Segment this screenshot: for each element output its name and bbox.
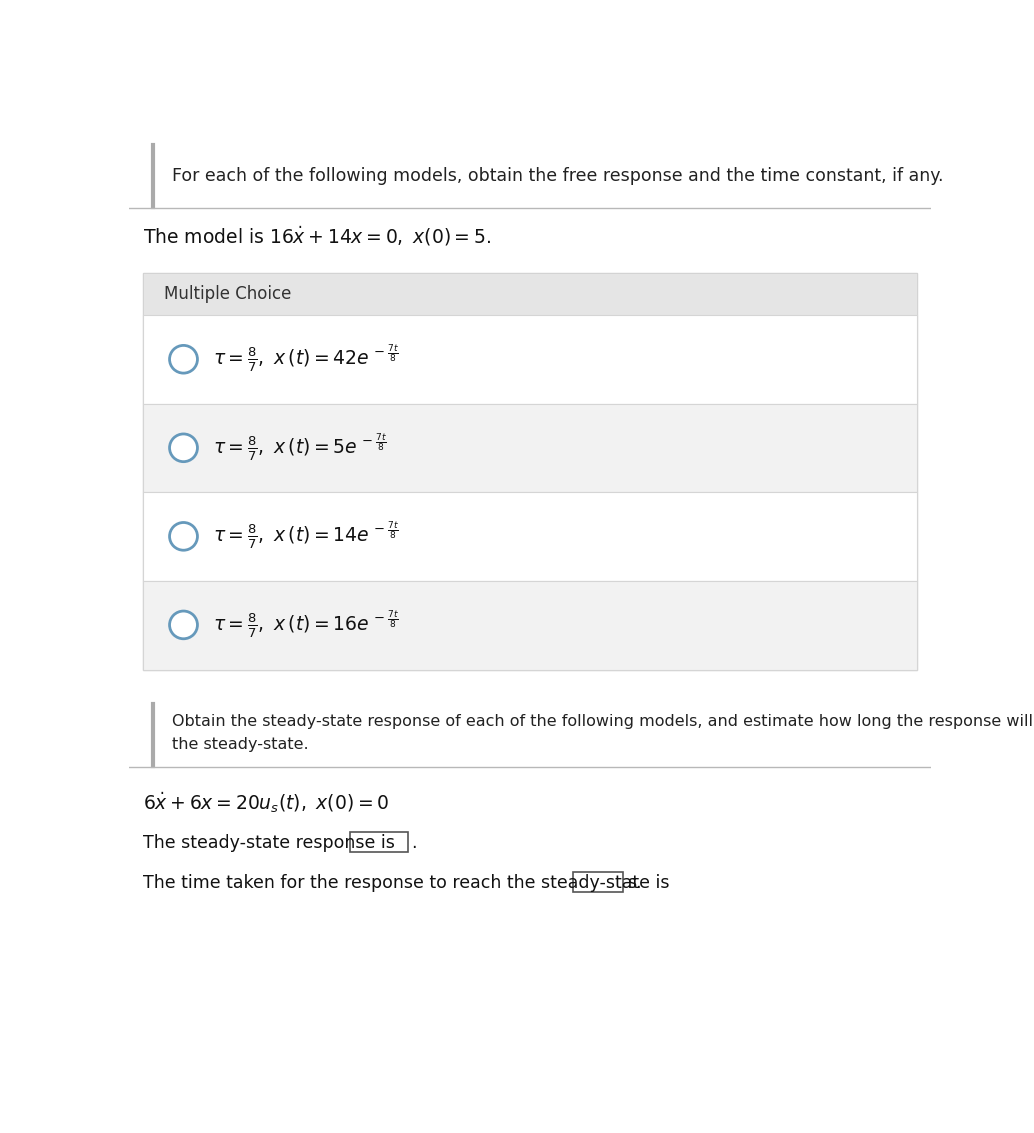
Text: $\tau = \frac{8}{7},\ x\,(t) = 14e^{\,-\frac{7t}{8}}$: $\tau = \frac{8}{7},\ x\,(t) = 14e^{\,-\… [213, 520, 399, 553]
Text: The time taken for the response to reach the steady-state is: The time taken for the response to reach… [143, 874, 670, 892]
Text: For each of the following models, obtain the free response and the time constant: For each of the following models, obtain… [172, 167, 943, 185]
Text: $\tau = \frac{8}{7},\ x\,(t) = 5e^{\,-\frac{7t}{8}}$: $\tau = \frac{8}{7},\ x\,(t) = 5e^{\,-\f… [213, 432, 387, 463]
Ellipse shape [170, 611, 197, 639]
Ellipse shape [170, 522, 197, 551]
Text: Multiple Choice: Multiple Choice [164, 284, 292, 303]
FancyBboxPatch shape [573, 872, 622, 892]
FancyBboxPatch shape [351, 832, 408, 852]
Text: the steady-state.: the steady-state. [172, 736, 308, 752]
FancyBboxPatch shape [143, 273, 917, 315]
Text: s.: s. [627, 874, 641, 892]
Text: Obtain the steady-state response of each of the following models, and estimate h: Obtain the steady-state response of each… [172, 714, 1034, 729]
Text: .: . [412, 834, 417, 852]
Ellipse shape [170, 346, 197, 373]
FancyBboxPatch shape [143, 493, 917, 581]
FancyBboxPatch shape [143, 273, 917, 670]
Text: $\tau = \frac{8}{7},\ x\,(t) = 42e^{\,-\frac{7t}{8}}$: $\tau = \frac{8}{7},\ x\,(t) = 42e^{\,-\… [213, 343, 399, 375]
FancyBboxPatch shape [143, 581, 917, 670]
FancyBboxPatch shape [143, 315, 917, 404]
Text: The steady-state response is: The steady-state response is [143, 834, 395, 852]
Text: $\tau = \frac{8}{7},\ x\,(t) = 16e^{\,-\frac{7t}{8}}$: $\tau = \frac{8}{7},\ x\,(t) = 16e^{\,-\… [213, 608, 399, 641]
Ellipse shape [170, 434, 197, 461]
FancyBboxPatch shape [143, 404, 917, 493]
Text: The model is $16\dot{x} + 14x = 0,\ x(0) = 5$.: The model is $16\dot{x} + 14x = 0,\ x(0)… [143, 224, 491, 248]
Text: $6\dot{x} + 6x = 20u_s(t),\ x(0) = 0$: $6\dot{x} + 6x = 20u_s(t),\ x(0) = 0$ [143, 791, 390, 815]
